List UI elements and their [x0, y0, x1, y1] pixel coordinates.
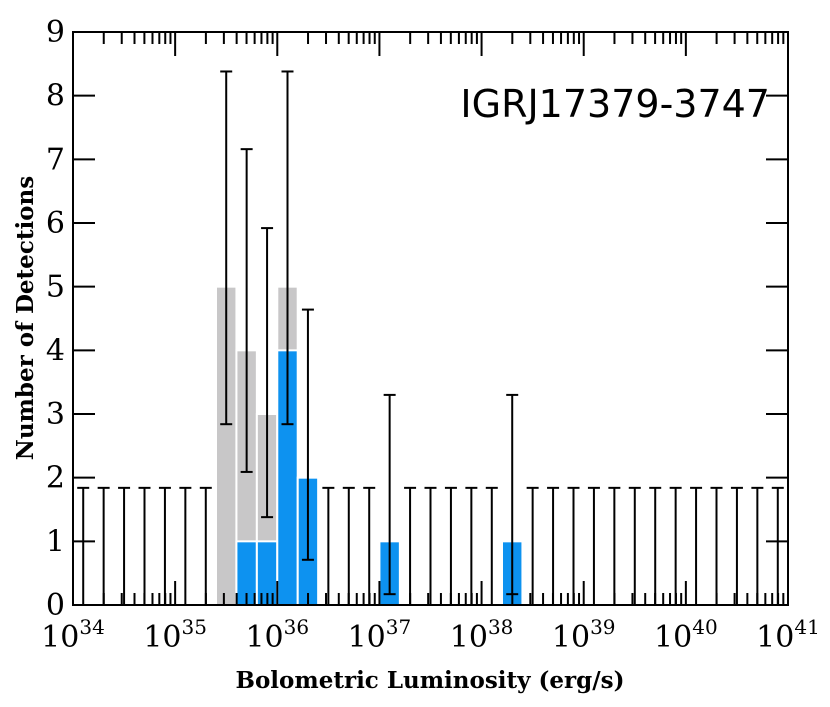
error-bar-bin7 — [220, 70, 233, 426]
error-bar-bin20 — [485, 486, 498, 605]
error-bar-bin1 — [97, 486, 110, 605]
y-tick-label: 6 — [46, 206, 65, 241]
error-bar-bin22 — [526, 486, 539, 605]
error-bar-bin13 — [342, 486, 355, 605]
y-tick-label: 3 — [46, 397, 65, 432]
error-bar-bin11 — [301, 308, 314, 561]
error-bar-bin5 — [179, 486, 192, 605]
x-tick-label: 1035 — [143, 615, 207, 655]
error-bar-bin4 — [158, 486, 171, 605]
error-bar-bin34 — [771, 486, 784, 605]
error-bar-bin29 — [669, 486, 682, 605]
y-tick-label: 1 — [46, 524, 65, 559]
x-tick-label: 1039 — [552, 615, 616, 655]
error-bar-bin3 — [138, 486, 151, 605]
error-bar-bin0 — [77, 486, 90, 605]
error-bar-bin8 — [240, 148, 253, 473]
x-tick-label: 1038 — [450, 615, 514, 655]
x-axis-title: Bolometric Luminosity (erg/s) — [236, 667, 625, 694]
error-bar-bin31 — [710, 486, 723, 605]
error-bar-bin18 — [444, 486, 457, 605]
axis-ticks — [72, 31, 789, 606]
y-axis-title: Number of Detections — [12, 176, 39, 460]
x-tick-labels: 1034 1035 1036 1037 1038 1039 1040 1041 — [41, 615, 820, 655]
error-bar-bin26 — [608, 486, 621, 605]
error-bar-bin23 — [547, 486, 560, 605]
error-bar-bin32 — [730, 486, 743, 605]
error-bar-bin9 — [261, 227, 274, 519]
y-tick-label: 7 — [46, 142, 65, 177]
x-tick-label: 1041 — [756, 615, 820, 655]
source-annotation: IGRJ17379-3747 — [460, 82, 770, 126]
error-bar-bin25 — [587, 486, 600, 605]
error-bar-bin17 — [424, 486, 437, 605]
y-tick-label: 2 — [46, 461, 65, 496]
error-bar-bin14 — [363, 486, 376, 605]
error-bar-bin2 — [118, 486, 131, 605]
bars-layer — [215, 285, 524, 607]
x-tick-label: 1034 — [41, 615, 105, 655]
error-bar-bin12 — [322, 486, 335, 605]
y-tick-label: 9 — [46, 15, 65, 50]
x-tick-label: 1040 — [654, 615, 718, 655]
error-bar-bin10 — [281, 70, 294, 426]
y-tick-label: 5 — [46, 270, 65, 305]
error-bar-bin15 — [383, 393, 396, 596]
y-tick-label: 4 — [46, 333, 65, 368]
error-bar-bin6 — [199, 486, 212, 605]
error-bar-bin16 — [404, 486, 417, 605]
y-tick-label: 8 — [46, 79, 65, 114]
y-tick-labels: 0 1 2 3 4 5 6 7 8 9 — [46, 15, 65, 623]
y-tick-label: 0 — [46, 588, 65, 623]
error-bar-bin24 — [567, 486, 580, 605]
x-tick-label: 1037 — [348, 615, 412, 655]
error-bar-bin19 — [465, 486, 478, 605]
error-bar-bin28 — [649, 486, 662, 605]
x-tick-label: 1036 — [245, 615, 309, 655]
error-bar-bin33 — [751, 486, 764, 605]
error-bars-layer — [77, 70, 784, 605]
error-bar-bin27 — [628, 486, 641, 605]
plot-frame — [72, 31, 789, 606]
error-bar-bin30 — [690, 486, 703, 605]
